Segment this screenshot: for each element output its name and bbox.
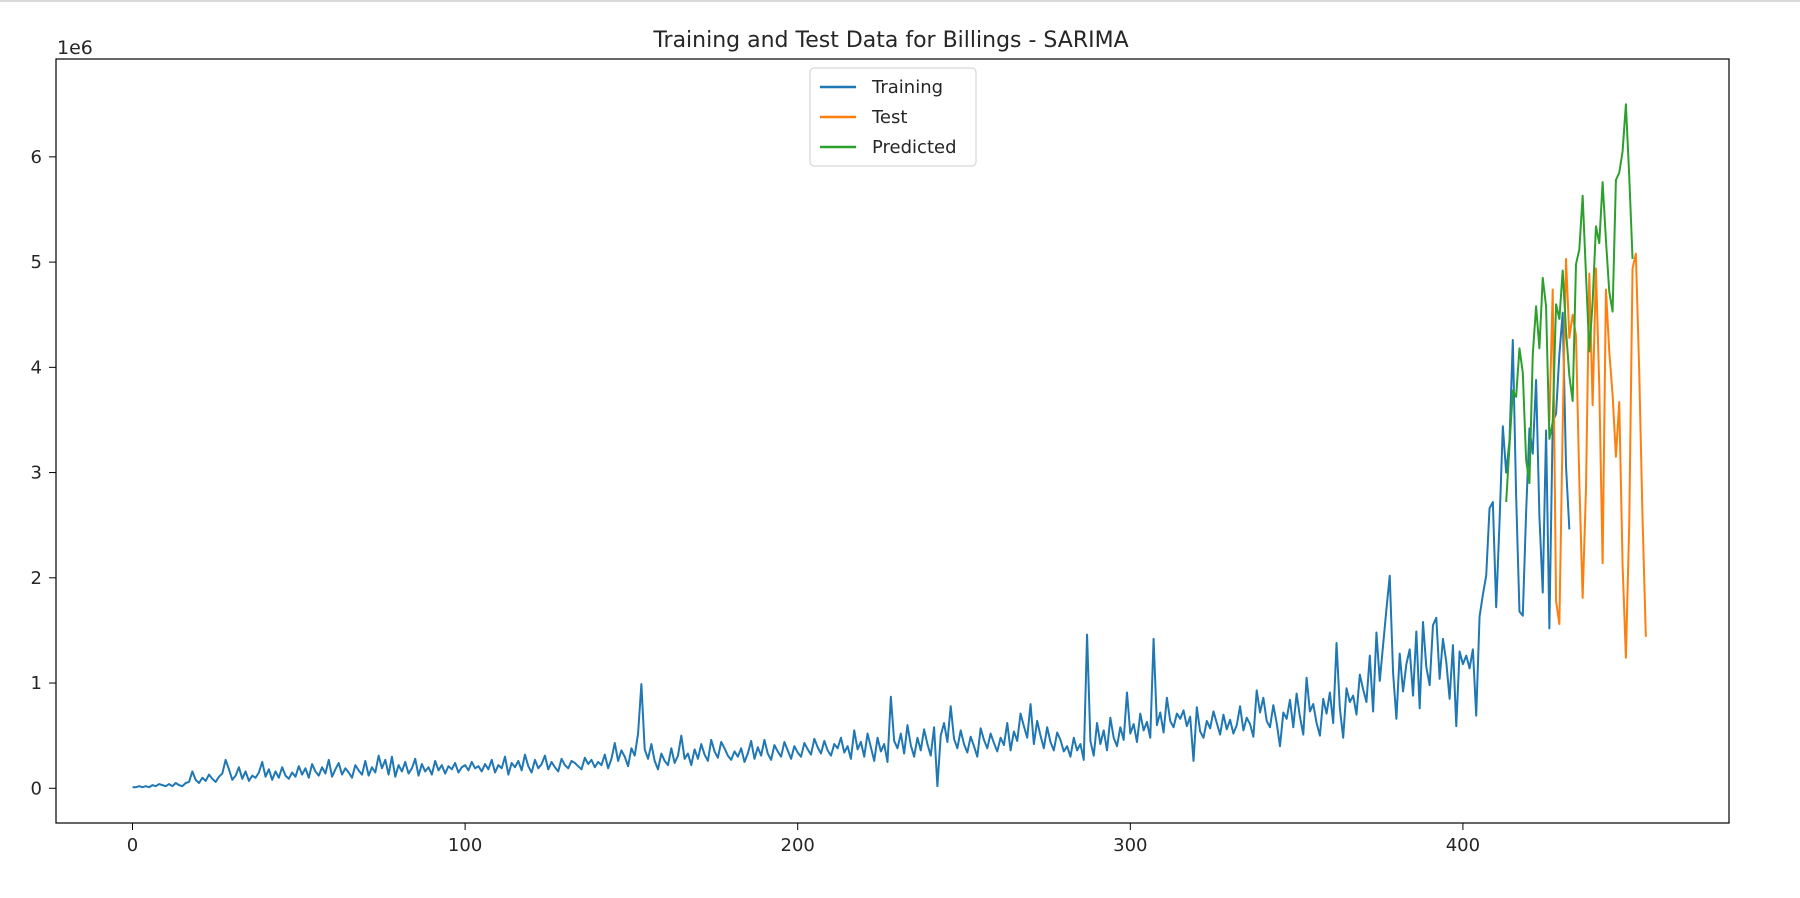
x-tick-label: 400 — [1446, 835, 1480, 856]
x-tick-label: 0 — [127, 835, 138, 856]
x-axis: 0 100 200 300 400 — [127, 823, 1480, 856]
y-axis: 0 1 2 3 4 5 6 — [31, 147, 56, 799]
y-tick-label: 2 — [31, 568, 42, 589]
series-line-test — [1548, 252, 1647, 659]
x-tick-label: 300 — [1113, 835, 1147, 856]
y-tick-label: 0 — [31, 778, 42, 799]
notebook-cell-top-border — [0, 0, 1800, 2]
x-tick-label: 200 — [781, 835, 815, 856]
y-tick-label: 4 — [31, 357, 42, 378]
legend-label-training: Training — [871, 77, 943, 98]
plot-frame — [55, 58, 1730, 824]
series-line-training — [132, 311, 1571, 789]
plot-series — [132, 103, 1647, 789]
legend: Training Test Predicted — [809, 67, 977, 167]
y-tick-label: 1 — [31, 673, 42, 694]
y-tick-label: 6 — [31, 147, 42, 168]
series-line-predicted — [1505, 103, 1634, 503]
chart-title: Training and Test Data for Billings - SA… — [652, 28, 1128, 53]
legend-label-predicted: Predicted — [872, 137, 957, 158]
legend-label-test: Test — [871, 107, 907, 128]
y-tick-label: 3 — [31, 463, 42, 484]
y-tick-label: 5 — [31, 252, 42, 273]
y-axis-offset-text: 1e6 — [57, 37, 93, 59]
legend-box — [809, 67, 977, 167]
x-tick-label: 100 — [448, 835, 482, 856]
